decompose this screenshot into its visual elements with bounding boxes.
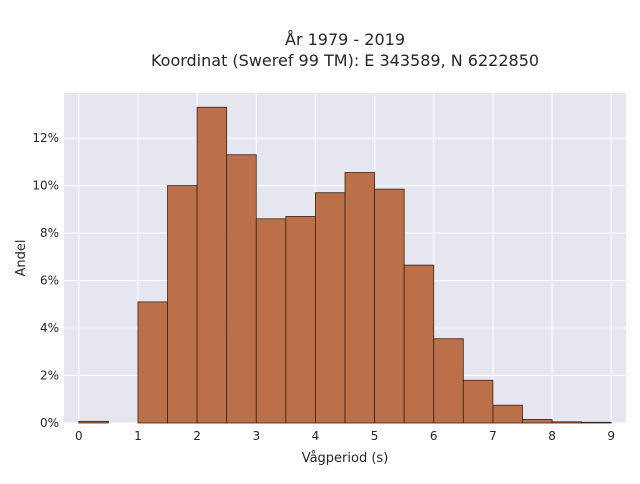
histogram-bar — [374, 188, 405, 424]
histogram-bar — [285, 216, 316, 424]
histogram-bar — [433, 338, 464, 424]
histogram-bar — [226, 154, 257, 424]
y-axis-label: Andel — [14, 240, 29, 277]
histogram-bar — [167, 185, 198, 424]
x-tick-label: 8 — [548, 429, 556, 443]
histogram-bar — [344, 172, 375, 424]
histogram-bar — [403, 264, 435, 424]
x-tick-label: 4 — [312, 429, 320, 443]
chart-title-line1: År 1979 - 2019 — [285, 30, 405, 49]
histogram-bar — [137, 301, 168, 424]
chart-title-line2: Koordinat (Sweref 99 TM): E 343589, N 62… — [151, 51, 539, 70]
histogram-bar — [255, 218, 287, 424]
histogram-bar — [492, 404, 523, 424]
y-axis-ticks: 0% 2% 4% 6% 8% 10% 12% — [32, 131, 59, 430]
y-tick-label: 0% — [40, 416, 59, 430]
y-tick-label: 12% — [32, 131, 59, 145]
histogram-bar — [315, 192, 346, 424]
x-tick-label: 3 — [252, 429, 260, 443]
histogram-bar — [551, 421, 583, 424]
x-tick-label: 1 — [134, 429, 142, 443]
x-axis-label: Vågperiod (s) — [302, 451, 389, 466]
y-tick-label: 8% — [40, 226, 59, 240]
y-tick-label: 4% — [40, 321, 59, 335]
x-tick-label: 9 — [607, 429, 615, 443]
x-tick-label: 6 — [430, 429, 438, 443]
x-tick-label: 7 — [489, 429, 497, 443]
histogram-bar — [462, 379, 494, 424]
x-axis-ticks: 0 1 2 3 4 5 6 7 8 9 — [75, 429, 615, 443]
y-tick-label: 2% — [40, 369, 59, 383]
histogram-bar — [196, 106, 228, 424]
bars — [78, 106, 612, 424]
histogram-bar — [522, 419, 553, 424]
x-tick-label: 0 — [75, 429, 83, 443]
histogram-bar — [581, 421, 612, 424]
x-tick-label: 2 — [193, 429, 201, 443]
x-tick-label: 5 — [371, 429, 379, 443]
y-tick-label: 10% — [32, 179, 59, 193]
y-tick-label: 6% — [40, 274, 59, 288]
histogram-bar — [78, 420, 109, 424]
